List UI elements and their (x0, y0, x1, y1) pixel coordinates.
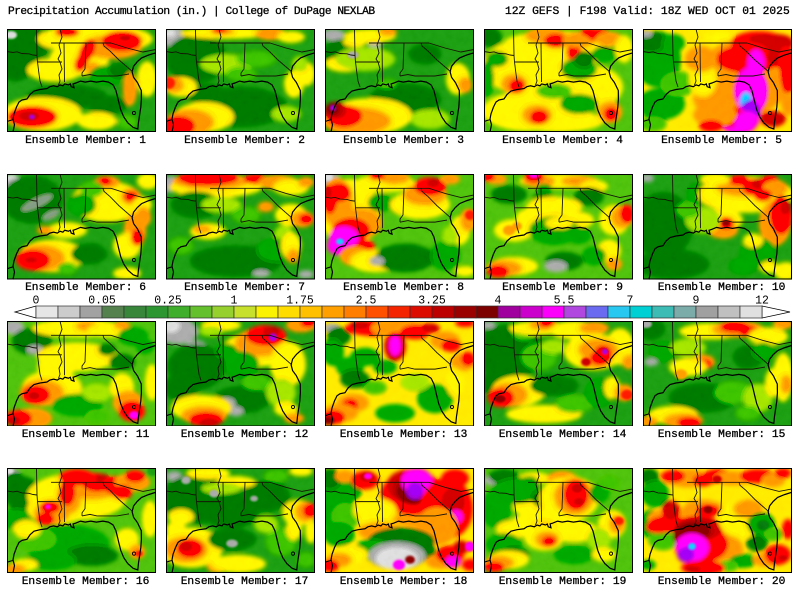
svg-text:1.75: 1.75 (286, 295, 314, 308)
svg-text:3.25: 3.25 (418, 295, 446, 308)
svg-text:0.05: 0.05 (88, 295, 116, 308)
svg-text:4: 4 (495, 295, 502, 308)
svg-text:5.5: 5.5 (554, 295, 575, 308)
svg-text:9: 9 (693, 295, 700, 308)
svg-text:1: 1 (231, 295, 238, 308)
svg-text:0.25: 0.25 (154, 295, 182, 308)
svg-text:0: 0 (33, 295, 40, 308)
svg-text:7: 7 (627, 295, 634, 308)
svg-text:2.5: 2.5 (356, 295, 377, 308)
svg-text:12: 12 (755, 295, 769, 308)
